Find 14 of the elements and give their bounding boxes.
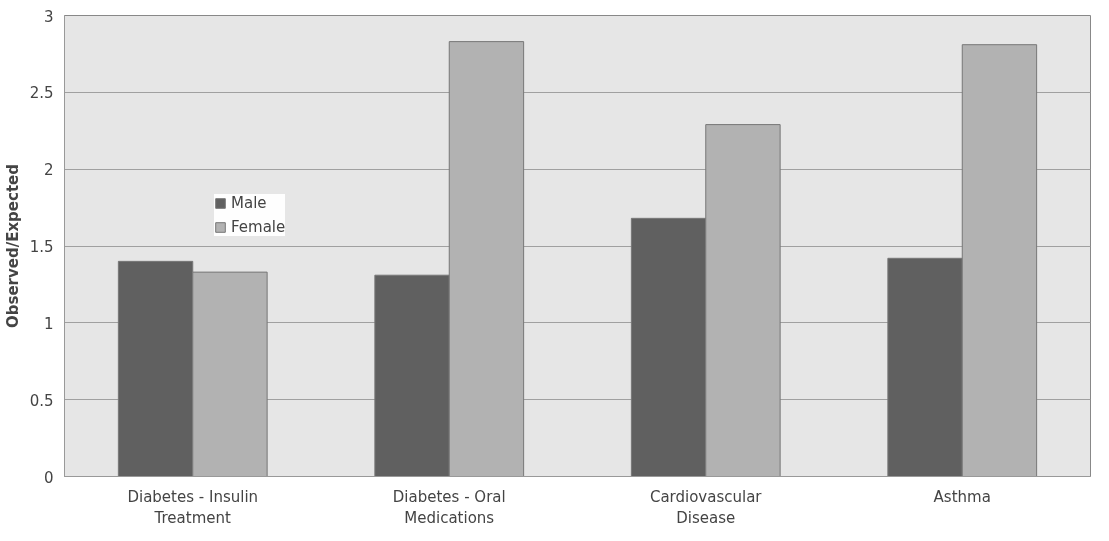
y-tick-label: 0.5 [29,391,54,410]
y-tick-label: 1.5 [29,238,54,256]
x-tick-label: Diabetes - Insulin Treatment [127,487,259,528]
legend-label: Female [231,218,286,236]
y-axis-title: Observed/Expected [3,164,22,328]
y-tick-label: 3 [43,7,54,26]
y-tick-label: 2.5 [29,84,54,103]
y-tick-label: 0 [43,468,54,487]
x-tick-label: Asthma [933,487,991,506]
y-tick-label: 2 [43,161,54,180]
legend-label: Male [231,194,267,212]
x-tick-label: Cardiovascular Disease [649,487,763,528]
x-tick-label: Diabetes - Oral Medications [392,487,506,528]
y-tick-label: 1 [43,314,54,333]
